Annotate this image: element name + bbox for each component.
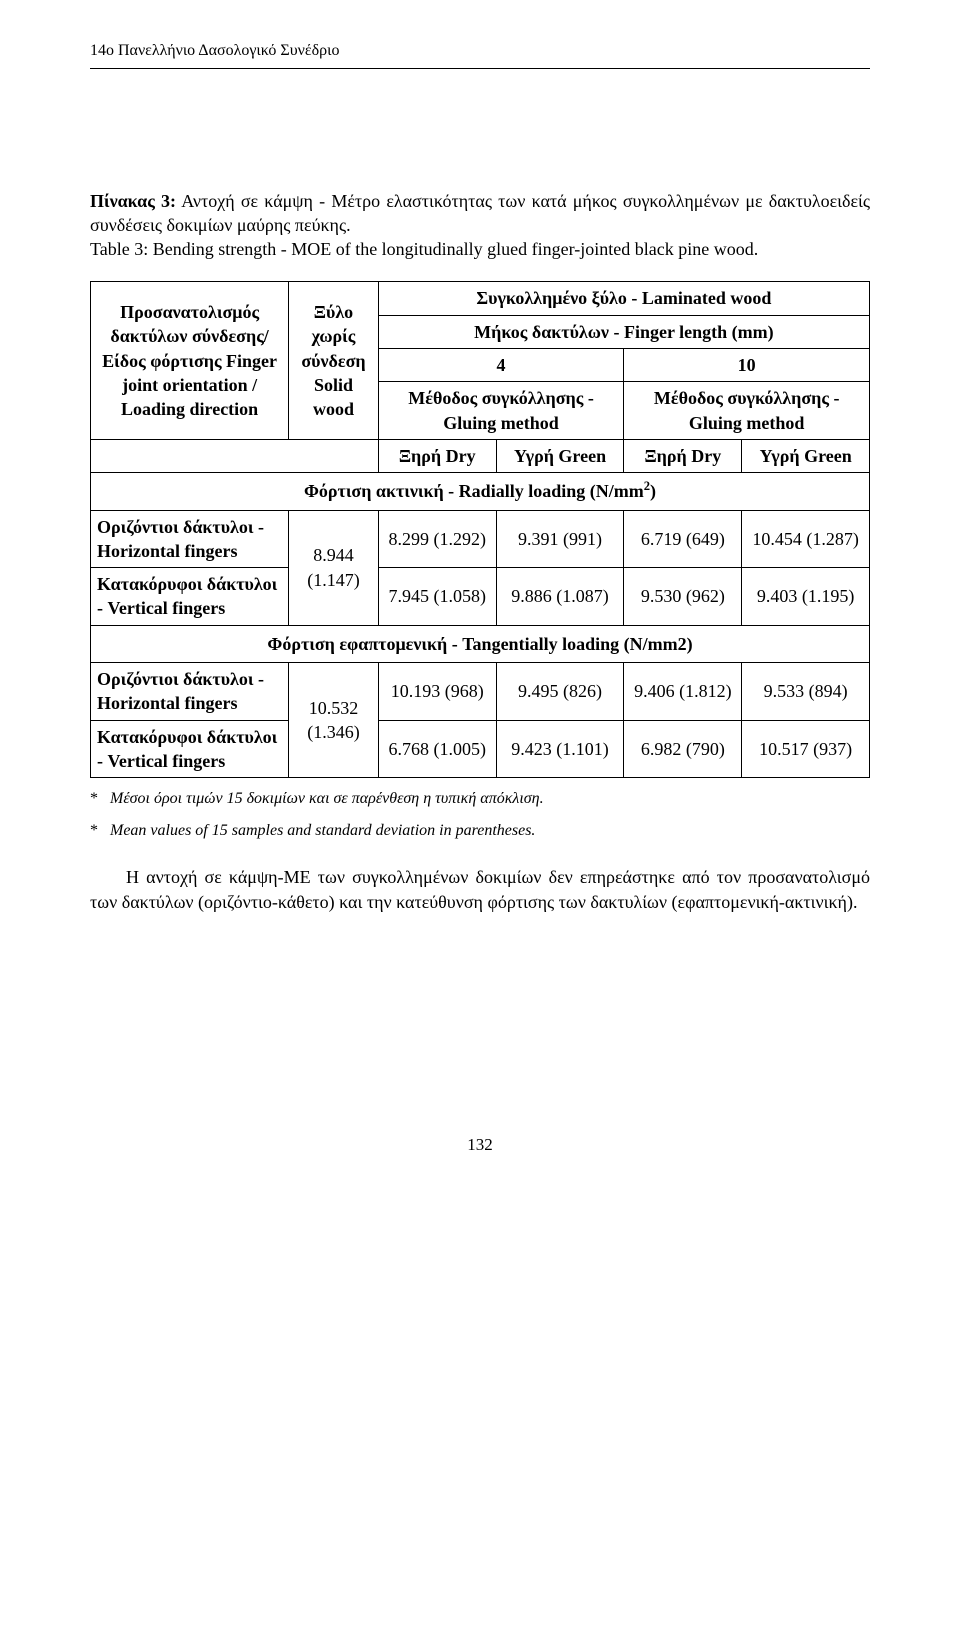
page-number: 132 — [90, 1134, 870, 1157]
row-horizontal-tangential: Οριζόντιοι δάκτυλοι - Horizontal fingers — [91, 663, 289, 721]
cell-solid-tangential: 10.532 (1.346) — [289, 663, 379, 778]
th-blank — [91, 439, 379, 472]
section-radial-text-a: Φόρτιση ακτινική - Radially loading (N/m… — [304, 481, 644, 501]
cell-t-h-d10: 9.406 (1.812) — [624, 663, 742, 721]
th-10-dry: Ξηρή Dry — [624, 439, 742, 472]
th-laminated: Συγκολλημένο ξύλο - Laminated wood — [378, 282, 869, 315]
section-radial-text-b: ) — [650, 481, 656, 501]
th-len-4: 4 — [378, 349, 624, 382]
table-row: Οριζόντιοι δάκτυλοι - Horizontal fingers… — [91, 663, 870, 721]
footnote-1-text: Μέσοι όροι τιμών 15 δοκιμίων και σε παρέ… — [110, 790, 544, 807]
th-gluing-10: Μέθοδος συγκόλλησης - Gluing method — [624, 382, 870, 440]
table-3-footnote-1: * Μέσοι όροι τιμών 15 δοκιμίων και σε πα… — [90, 788, 870, 810]
th-solid-wood: Ξύλο χωρίς σύνδεση Solid wood — [289, 282, 379, 439]
running-header: 14ο Πανελλήνιο Δασολογικό Συνέδριο — [90, 40, 870, 69]
cell-r-h-d10: 6.719 (649) — [624, 510, 742, 568]
th-len-10: 10 — [624, 349, 870, 382]
cell-t-h-d4: 10.193 (968) — [378, 663, 496, 721]
table-3-caption-text: Αντοχή σε κάμψη - Μέτρο ελαστικότητας τω… — [90, 191, 870, 235]
table-3-caption-label: Πίνακας 3: — [90, 191, 176, 211]
table-3-footnote-2: * Mean values of 15 samples and standard… — [90, 820, 870, 842]
cell-t-v-d4: 6.768 (1.005) — [378, 720, 496, 778]
section-tangential: Φόρτιση εφαπτομενική - Tangentially load… — [91, 625, 870, 662]
row-vertical-radial: Κατακόρυφοι δάκτυλοι - Vertical fingers — [91, 568, 289, 626]
cell-r-v-d4: 7.945 (1.058) — [378, 568, 496, 626]
section-tangential-text: Φόρτιση εφαπτομενική - Tangentially load… — [91, 625, 870, 662]
table-row: Οριζόντιοι δάκτυλοι - Horizontal fingers… — [91, 510, 870, 568]
cell-t-v-g10: 10.517 (937) — [742, 720, 870, 778]
table-3: Προσανατολισμός δακτύλων σύνδεσης/ Είδος… — [90, 281, 870, 778]
th-finger-length: Μήκος δακτύλων - Finger length (mm) — [378, 315, 869, 348]
body-paragraph: Η αντοχή σε κάμψη-ΜΕ των συγκολλημένων δ… — [90, 865, 870, 914]
section-radial: Φόρτιση ακτινική - Radially loading (N/m… — [91, 473, 870, 510]
row-horizontal-radial: Οριζόντιοι δάκτυλοι - Horizontal fingers — [91, 510, 289, 568]
th-4-green: Υγρή Green — [496, 439, 624, 472]
cell-r-v-d10: 9.530 (962) — [624, 568, 742, 626]
footnote-2-text: Mean values of 15 samples and standard d… — [110, 822, 535, 839]
th-orientation: Προσανατολισμός δακτύλων σύνδεσης/ Είδος… — [91, 282, 289, 439]
cell-t-v-d10: 6.982 (790) — [624, 720, 742, 778]
th-4-dry: Ξηρή Dry — [378, 439, 496, 472]
th-gluing-4: Μέθοδος συγκόλλησης - Gluing method — [378, 382, 624, 440]
th-10-green: Υγρή Green — [742, 439, 870, 472]
cell-t-v-g4: 9.423 (1.101) — [496, 720, 624, 778]
table-row: Κατακόρυφοι δάκτυλοι - Vertical fingers … — [91, 720, 870, 778]
cell-solid-radial: 8.944 (1.147) — [289, 510, 379, 625]
table-3-caption: Πίνακας 3: Αντοχή σε κάμψη - Μέτρο ελαστ… — [90, 189, 870, 262]
cell-r-v-g4: 9.886 (1.087) — [496, 568, 624, 626]
table-3-caption-en: Table 3: Bending strength - MOE of the l… — [90, 239, 758, 259]
cell-t-h-g4: 9.495 (826) — [496, 663, 624, 721]
cell-r-v-g10: 9.403 (1.195) — [742, 568, 870, 626]
cell-r-h-d4: 8.299 (1.292) — [378, 510, 496, 568]
cell-r-h-g4: 9.391 (991) — [496, 510, 624, 568]
row-vertical-tangential: Κατακόρυφοι δάκτυλοι - Vertical fingers — [91, 720, 289, 778]
cell-t-h-g10: 9.533 (894) — [742, 663, 870, 721]
table-row: Κατακόρυφοι δάκτυλοι - Vertical fingers … — [91, 568, 870, 626]
cell-r-h-g10: 10.454 (1.287) — [742, 510, 870, 568]
